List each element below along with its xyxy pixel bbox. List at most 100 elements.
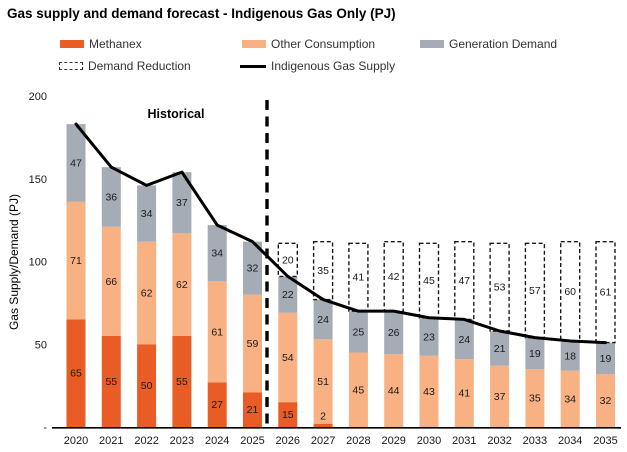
bar-segment-generation-demand: [560, 340, 580, 371]
bar-segment-generation-demand: [101, 167, 121, 227]
value-label: 42: [388, 271, 400, 283]
x-tick-label: 2029: [381, 435, 405, 447]
bar-segment-other-consumption: [101, 226, 121, 336]
indigenous-gas-supply-line: [74, 122, 607, 345]
bar-segment-methanex: [207, 382, 227, 427]
bar-segment-generation-demand: [384, 311, 404, 355]
legend-label-demand-reduction: Demand Reduction: [88, 59, 191, 73]
value-label: 55: [105, 376, 117, 388]
legend-item-indigenous-gas-supply: Indigenous Gas Supply: [240, 59, 395, 73]
bar-segment-other-consumption: [137, 241, 157, 345]
value-label: 15: [282, 409, 294, 421]
value-label: 34: [141, 208, 153, 220]
bar-segment-generation-demand: [278, 276, 298, 313]
demand-reduction-box: [524, 242, 546, 339]
bar-segment-generation-demand: [243, 241, 262, 295]
y-tick-label: 200: [29, 91, 47, 103]
bar-segment-other-consumption: [207, 281, 227, 383]
value-label: 66: [105, 276, 117, 288]
value-label: 45: [353, 384, 365, 396]
value-label: 34: [564, 393, 576, 405]
bar-segment-other-consumption: [525, 369, 545, 427]
bar-segment-other-consumption: [313, 339, 333, 424]
demand-reduction-box: [383, 240, 404, 312]
x-tick-label: 2035: [593, 435, 617, 447]
value-label: 27: [211, 399, 223, 411]
value-label: 54: [282, 352, 294, 364]
value-label: 19: [529, 348, 541, 360]
x-tick-label: 2026: [276, 435, 300, 447]
bar-segment-other-consumption: [560, 370, 580, 427]
value-label: 32: [247, 263, 259, 275]
bar-segment-methanex: [243, 392, 262, 427]
value-label: 37: [494, 391, 506, 403]
value-label: 2: [320, 411, 326, 423]
value-label: 24: [458, 334, 470, 346]
bar-segment-generation-demand: [454, 319, 474, 360]
value-label: 24: [317, 314, 329, 326]
bar-segment-generation-demand: [419, 317, 439, 356]
value-label: 37: [176, 197, 188, 209]
value-label: 57: [529, 285, 541, 297]
legend-label-methanex: Methanex: [89, 37, 142, 51]
x-tick-label: 2023: [170, 435, 194, 447]
value-label: 41: [458, 388, 470, 400]
x-tick-label: 2020: [64, 435, 88, 447]
value-label: 50: [141, 380, 153, 392]
y-tick-label: 50: [35, 339, 47, 351]
bar-segment-generation-demand: [596, 342, 615, 375]
value-label: 59: [247, 338, 259, 350]
value-label: 44: [388, 385, 400, 397]
value-label: 65: [70, 368, 82, 380]
bar-segment-generation-demand: [137, 185, 157, 242]
value-label: 34: [211, 248, 223, 260]
value-label: 21: [247, 404, 259, 416]
legend-label-generation-demand: Generation Demand: [449, 37, 558, 51]
legend-item-methanex: Methanex: [60, 37, 142, 51]
value-label: 19: [600, 353, 612, 365]
x-tick-label: 2034: [558, 435, 582, 447]
y-tick-label: 150: [29, 174, 47, 186]
bar-segment-generation-demand: [490, 331, 510, 366]
value-label: 23: [423, 331, 435, 343]
x-tick-label: 2025: [240, 435, 264, 447]
bar-segment-methanex: [137, 344, 157, 427]
x-tick-label: 2024: [205, 435, 229, 447]
bar-segment-generation-demand: [207, 225, 227, 282]
x-tick-label: 2033: [523, 435, 547, 447]
value-label: 61: [211, 326, 223, 338]
value-label: 45: [423, 275, 435, 287]
demand-reduction-swatch-icon: [59, 62, 83, 70]
bar-segment-other-consumption: [490, 365, 510, 427]
bar-segment-other-consumption: [243, 294, 262, 393]
value-label: 62: [141, 287, 153, 299]
x-tick-label: 2028: [346, 435, 370, 447]
x-tick-label: 2032: [487, 435, 511, 447]
legend-label-indigenous-gas-supply: Indigenous Gas Supply: [271, 59, 396, 73]
value-label: 18: [564, 350, 576, 362]
x-tick-label: 2027: [311, 435, 335, 447]
value-label: 25: [353, 326, 365, 338]
value-label: 35: [529, 393, 541, 405]
y-tick-label: -: [43, 422, 47, 434]
value-label: 55: [176, 376, 188, 388]
demand-reduction-box: [489, 242, 510, 332]
value-label: 71: [70, 255, 82, 267]
value-label: 26: [388, 327, 400, 339]
bar-segment-methanex: [66, 319, 86, 427]
value-label: 21: [494, 343, 506, 355]
legend-item-other-consumption: Other Consumption: [242, 37, 375, 51]
x-tick-label: 2022: [134, 435, 158, 447]
bar-segment-methanex: [278, 402, 298, 427]
value-label: 32: [600, 395, 612, 407]
legend-label-other-consumption: Other Consumption: [271, 37, 376, 51]
bar-segment-other-consumption: [419, 355, 439, 427]
bar-segment-generation-demand: [525, 337, 545, 370]
bar-segment-other-consumption: [66, 201, 86, 320]
bar-segment-other-consumption: [348, 352, 368, 427]
x-tick-label: 2031: [452, 435, 476, 447]
other-consumption-swatch-icon: [242, 40, 266, 48]
generation-demand-swatch-icon: [420, 40, 444, 48]
historical-annotation: Historical: [147, 107, 205, 121]
